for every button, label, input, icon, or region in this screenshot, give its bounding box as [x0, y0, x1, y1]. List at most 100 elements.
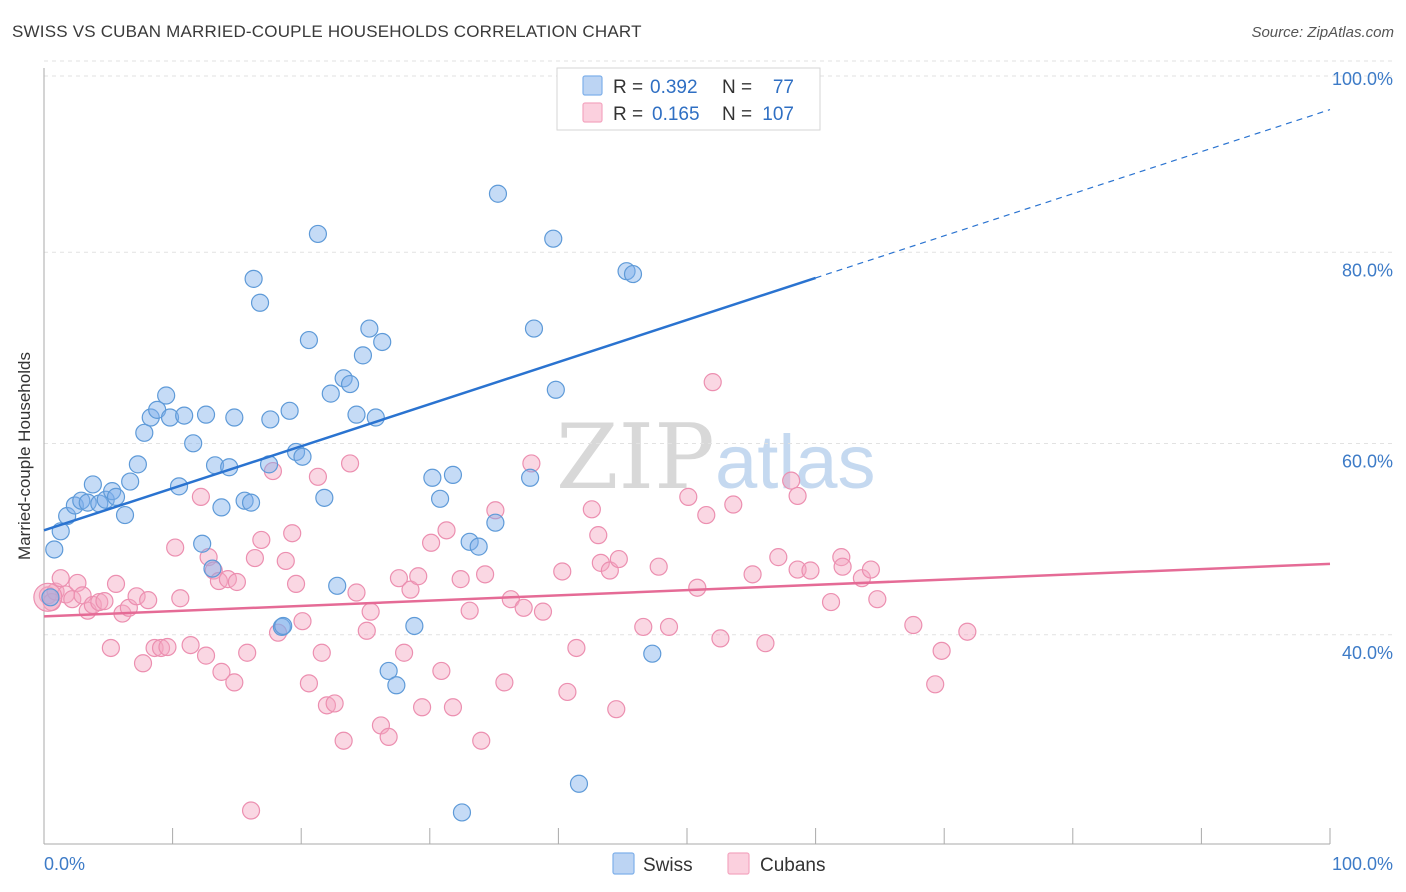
- data-point: [546, 380, 565, 399]
- legend-cubans-r-value: 0.165: [652, 104, 700, 125]
- data-point: [95, 592, 114, 611]
- data-point: [495, 673, 514, 692]
- data-point: [443, 465, 463, 484]
- data-point: [801, 561, 820, 580]
- data-point: [272, 617, 292, 637]
- y-tick-label: 80.0%: [1342, 260, 1393, 280]
- data-point: [276, 551, 295, 571]
- data-point: [421, 533, 441, 552]
- data-point: [868, 590, 887, 609]
- data-point: [932, 641, 951, 660]
- data-point: [769, 548, 788, 567]
- data-point: [724, 495, 743, 514]
- data-point: [501, 590, 520, 609]
- data-point: [151, 638, 171, 658]
- data-point: [241, 801, 261, 820]
- data-point: [361, 602, 380, 621]
- data-point: [83, 475, 102, 494]
- data-point: [452, 803, 472, 822]
- bottom-legend-swatch-cubans: [727, 852, 750, 875]
- data-point: [486, 501, 505, 520]
- data-point: [225, 408, 244, 427]
- data-point: [697, 505, 716, 525]
- data-point: [366, 408, 385, 427]
- y-axis-label: Married-couple Households: [15, 352, 34, 560]
- data-point: [72, 491, 91, 510]
- watermark-zip: ZIP: [556, 405, 715, 510]
- data-point: [533, 602, 553, 621]
- data-point: [328, 576, 347, 595]
- data-point: [203, 559, 222, 578]
- data-point: [227, 572, 246, 592]
- legend-swiss-n-value: 77: [773, 77, 794, 98]
- data-point: [193, 534, 212, 553]
- data-point: [181, 635, 200, 655]
- data-point: [261, 410, 280, 429]
- source-credit: Source: ZipAtlas.com: [1251, 24, 1394, 41]
- watermark: ZIP atlas: [556, 405, 876, 510]
- y-tick-label: 40.0%: [1342, 643, 1393, 663]
- data-point: [703, 373, 722, 392]
- data-point: [212, 662, 231, 681]
- data-point: [225, 673, 244, 692]
- bottom-legend-swiss: Swiss: [643, 855, 693, 876]
- data-point: [196, 646, 216, 665]
- data-point: [544, 229, 563, 248]
- data-point: [782, 471, 801, 490]
- x-tick-label-max: 100.0%: [1332, 854, 1393, 874]
- data-point: [623, 264, 643, 284]
- data-point: [743, 565, 762, 584]
- data-point: [514, 598, 533, 617]
- data-point: [238, 643, 257, 662]
- data-point: [121, 472, 140, 491]
- data-point: [788, 560, 807, 579]
- data-point: [41, 588, 60, 607]
- data-point: [115, 505, 135, 525]
- legend-swatch-cubans: [582, 102, 603, 123]
- data-point: [283, 524, 302, 543]
- data-point: [904, 615, 923, 635]
- data-point: [488, 184, 508, 203]
- data-point: [171, 589, 190, 608]
- data-point: [293, 447, 312, 466]
- x-axis-ticks: [43, 828, 1331, 844]
- trendlines: [43, 109, 1331, 618]
- data-point: [160, 408, 180, 427]
- data-point: [128, 455, 147, 474]
- data-point: [688, 578, 707, 597]
- bottom-legend-cubans: Cubans: [760, 855, 826, 876]
- data-point: [589, 526, 608, 545]
- bottom-legend: Swiss Cubans: [612, 852, 826, 876]
- data-point: [432, 661, 451, 681]
- data-point: [312, 643, 331, 662]
- data-point: [244, 269, 263, 288]
- data-point: [833, 557, 852, 576]
- data-point: [469, 537, 488, 556]
- data-point: [409, 567, 428, 586]
- data-point: [659, 617, 679, 637]
- data-point: [145, 638, 164, 658]
- data-point: [821, 592, 841, 612]
- data-point: [472, 731, 491, 750]
- data-point: [347, 583, 366, 602]
- data-point: [280, 401, 299, 420]
- data-point: [191, 487, 210, 506]
- data-point: [522, 454, 541, 473]
- data-point: [609, 549, 628, 569]
- data-point: [379, 727, 398, 747]
- legend-cubans-n-label: N =: [722, 104, 752, 125]
- swiss-trendline: [43, 276, 816, 532]
- data-point: [711, 629, 730, 648]
- data-point: [127, 587, 146, 606]
- data-point: [475, 565, 495, 584]
- data-point: [315, 488, 334, 507]
- legend-cubans-n-value: 107: [762, 104, 794, 125]
- x-tick-label-min: 0.0%: [44, 854, 85, 874]
- data-point: [567, 638, 586, 658]
- legend-cubans-r-label: R =: [613, 104, 643, 125]
- data-point: [158, 637, 177, 657]
- data-point: [430, 489, 450, 508]
- data-point: [286, 574, 306, 594]
- data-point: [360, 319, 379, 338]
- data-point: [274, 616, 293, 636]
